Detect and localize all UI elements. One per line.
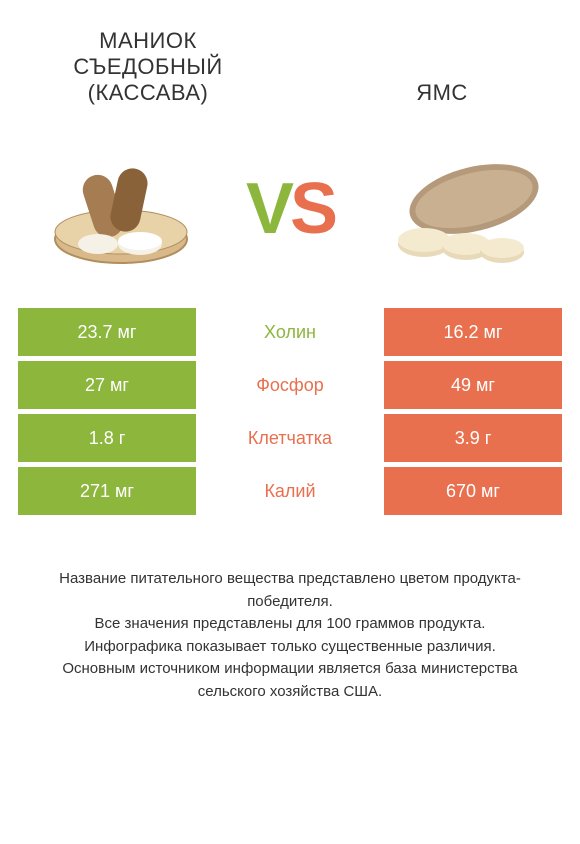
nutrient-label: Клетчатка: [196, 414, 384, 462]
right-product-title: ЯМС: [352, 80, 532, 106]
right-product-image: [374, 144, 544, 274]
nutrient-label: Холин: [196, 308, 384, 356]
footer-line: Название питательного вещества представл…: [28, 568, 552, 613]
footer-line: Основным источником информации является …: [28, 658, 552, 703]
table-row: 1.8 г Клетчатка 3.9 г: [18, 414, 562, 462]
table-row: 27 мг Фосфор 49 мг: [18, 361, 562, 409]
vs-s: S: [290, 173, 334, 245]
left-value: 27 мг: [18, 361, 196, 409]
right-value: 49 мг: [384, 361, 562, 409]
right-value: 3.9 г: [384, 414, 562, 462]
left-value: 1.8 г: [18, 414, 196, 462]
nutrient-label: Фосфор: [196, 361, 384, 409]
footer-line: Инфографика показывает только существенн…: [28, 636, 552, 659]
left-value: 271 мг: [18, 467, 196, 515]
nutrient-label: Калий: [196, 467, 384, 515]
vs-label: VS: [246, 173, 334, 245]
vs-v: V: [246, 173, 290, 245]
table-row: 23.7 мг Холин 16.2 мг: [18, 308, 562, 356]
images-row: VS: [0, 118, 580, 308]
footer-line: Все значения представлены для 100 граммо…: [28, 613, 552, 636]
left-value: 23.7 мг: [18, 308, 196, 356]
right-value: 670 мг: [384, 467, 562, 515]
left-product-image: [36, 144, 206, 274]
table-row: 271 мг Калий 670 мг: [18, 467, 562, 515]
footer-notes: Название питательного вещества представл…: [0, 520, 580, 703]
left-product-title: МАНИОК СЪЕДОБНЫЙ (КАССАВА): [48, 28, 248, 106]
comparison-table: 23.7 мг Холин 16.2 мг 27 мг Фосфор 49 мг…: [0, 308, 580, 515]
header: МАНИОК СЪЕДОБНЫЙ (КАССАВА) ЯМС: [0, 0, 580, 118]
right-value: 16.2 мг: [384, 308, 562, 356]
